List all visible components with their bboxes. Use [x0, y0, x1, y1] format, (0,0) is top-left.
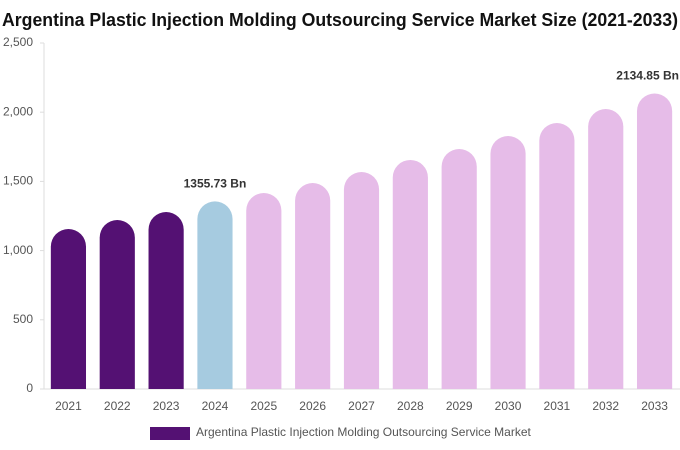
bar [99, 220, 135, 389]
bar [441, 149, 477, 389]
bar [392, 159, 428, 389]
y-tick-label: 1,000 [3, 243, 33, 257]
x-tick-label: 2029 [446, 399, 473, 413]
bar [295, 183, 331, 389]
x-tick-label: 2026 [299, 399, 326, 413]
x-tick-label: 2032 [592, 399, 619, 413]
bar [148, 211, 184, 389]
chart-title: Argentina Plastic Injection Molding Outs… [2, 10, 678, 30]
bar [636, 93, 673, 390]
data-label: 2134.85 Bn [616, 69, 679, 83]
x-tick-label: 2030 [495, 399, 522, 413]
bar [343, 171, 380, 389]
x-tick-label: 2024 [202, 399, 229, 413]
x-tick-label: 2031 [544, 399, 571, 413]
y-tick-label: 2,500 [3, 35, 33, 49]
bar [490, 136, 526, 389]
bar [539, 122, 575, 390]
y-tick-label: 500 [13, 312, 33, 326]
bar [588, 109, 624, 389]
legend-swatch [150, 427, 190, 440]
y-tick-label: 0 [26, 381, 33, 395]
x-tick-label: 2025 [250, 399, 277, 413]
bar [246, 193, 282, 389]
x-tick-label: 2021 [55, 399, 82, 413]
legend-label: Argentina Plastic Injection Molding Outs… [196, 425, 531, 439]
x-tick-label: 2028 [397, 399, 424, 413]
y-tick-label: 1,500 [3, 174, 33, 188]
x-tick-label: 2033 [641, 399, 668, 413]
bar [50, 229, 87, 389]
y-tick-label: 2,000 [3, 104, 33, 118]
x-tick-label: 2027 [348, 399, 375, 413]
bar [197, 201, 233, 389]
x-tick-label: 2022 [104, 399, 131, 413]
x-tick-label: 2023 [153, 399, 180, 413]
data-label: 1355.73 Bn [184, 177, 247, 191]
